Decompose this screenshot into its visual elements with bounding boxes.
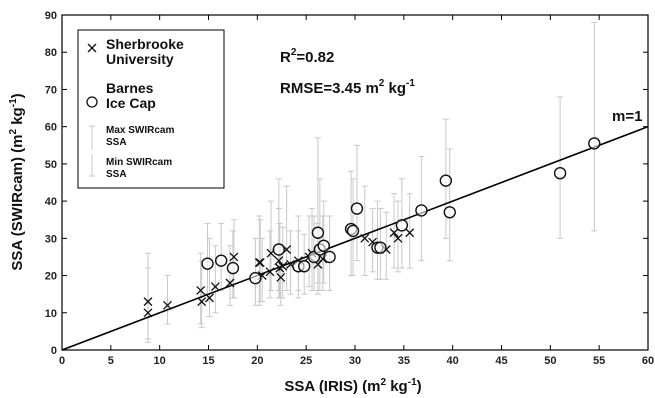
legend-label: SSA (106, 169, 127, 180)
x-tick-label: 40 (447, 355, 459, 367)
x-tick-label: 55 (593, 355, 605, 367)
legend-label: University (106, 51, 174, 67)
data-point-barnes (351, 203, 362, 214)
x-tick-label: 20 (251, 355, 263, 367)
y-tick-label: 0 (51, 345, 57, 357)
x-tick-label: 50 (544, 355, 556, 367)
legend-label: Max SWIRcam (106, 125, 174, 136)
data-point-barnes (318, 240, 329, 251)
line-label: m=1 (612, 108, 642, 125)
x-tick-label: 5 (108, 355, 114, 367)
y-tick-label: 10 (45, 308, 57, 320)
rmse-annotation: RMSE=3.45 m2 kg-1 (280, 78, 415, 97)
y-tick-label: 30 (45, 233, 57, 245)
data-point-barnes (216, 255, 227, 266)
data-point-barnes (589, 138, 600, 149)
y-tick-label: 70 (45, 84, 57, 96)
legend-label: Ice Cap (106, 95, 156, 111)
r-squared-annotation: R2=0.82 (280, 47, 334, 66)
x-axis-label: SSA (IRIS) (m2 kg-1) (284, 377, 421, 395)
y-tick-label: 60 (45, 122, 57, 134)
data-point-barnes (273, 244, 284, 255)
legend-label: Barnes (106, 80, 154, 96)
data-point-barnes (396, 220, 407, 231)
data-point-barnes (555, 168, 566, 179)
data-point-barnes (202, 258, 213, 269)
legend-label: Min SWIRcam (106, 157, 172, 168)
x-tick-label: 25 (300, 355, 312, 367)
x-tick-label: 30 (349, 355, 361, 367)
x-tick-label: 10 (154, 355, 166, 367)
legend-label: Sherbrooke (106, 36, 184, 52)
x-tick-label: 0 (59, 355, 65, 367)
data-point-barnes (227, 263, 238, 274)
x-tick-label: 60 (642, 355, 654, 367)
data-point-barnes (375, 242, 386, 253)
data-point-barnes (312, 227, 323, 238)
y-axis-label: SSA (SWIRcam) (m2 kg-1) (8, 93, 26, 270)
y-tick-label: 50 (45, 159, 57, 171)
data-point-barnes (348, 225, 359, 236)
data-point-barnes (324, 251, 335, 262)
x-tick-label: 45 (495, 355, 507, 367)
data-point-barnes (299, 261, 310, 272)
legend-label: SSA (106, 137, 127, 148)
data-point-barnes (416, 205, 427, 216)
legend-marker-circle (87, 97, 97, 107)
data-point-barnes (440, 175, 451, 186)
data-point-barnes (250, 273, 261, 284)
y-tick-label: 90 (45, 10, 57, 22)
x-tick-label: 15 (202, 355, 214, 367)
data-point-barnes (444, 207, 455, 218)
y-tick-label: 20 (45, 271, 57, 283)
x-tick-label: 35 (398, 355, 410, 367)
y-tick-label: 40 (45, 196, 57, 208)
y-tick-label: 80 (45, 47, 57, 59)
